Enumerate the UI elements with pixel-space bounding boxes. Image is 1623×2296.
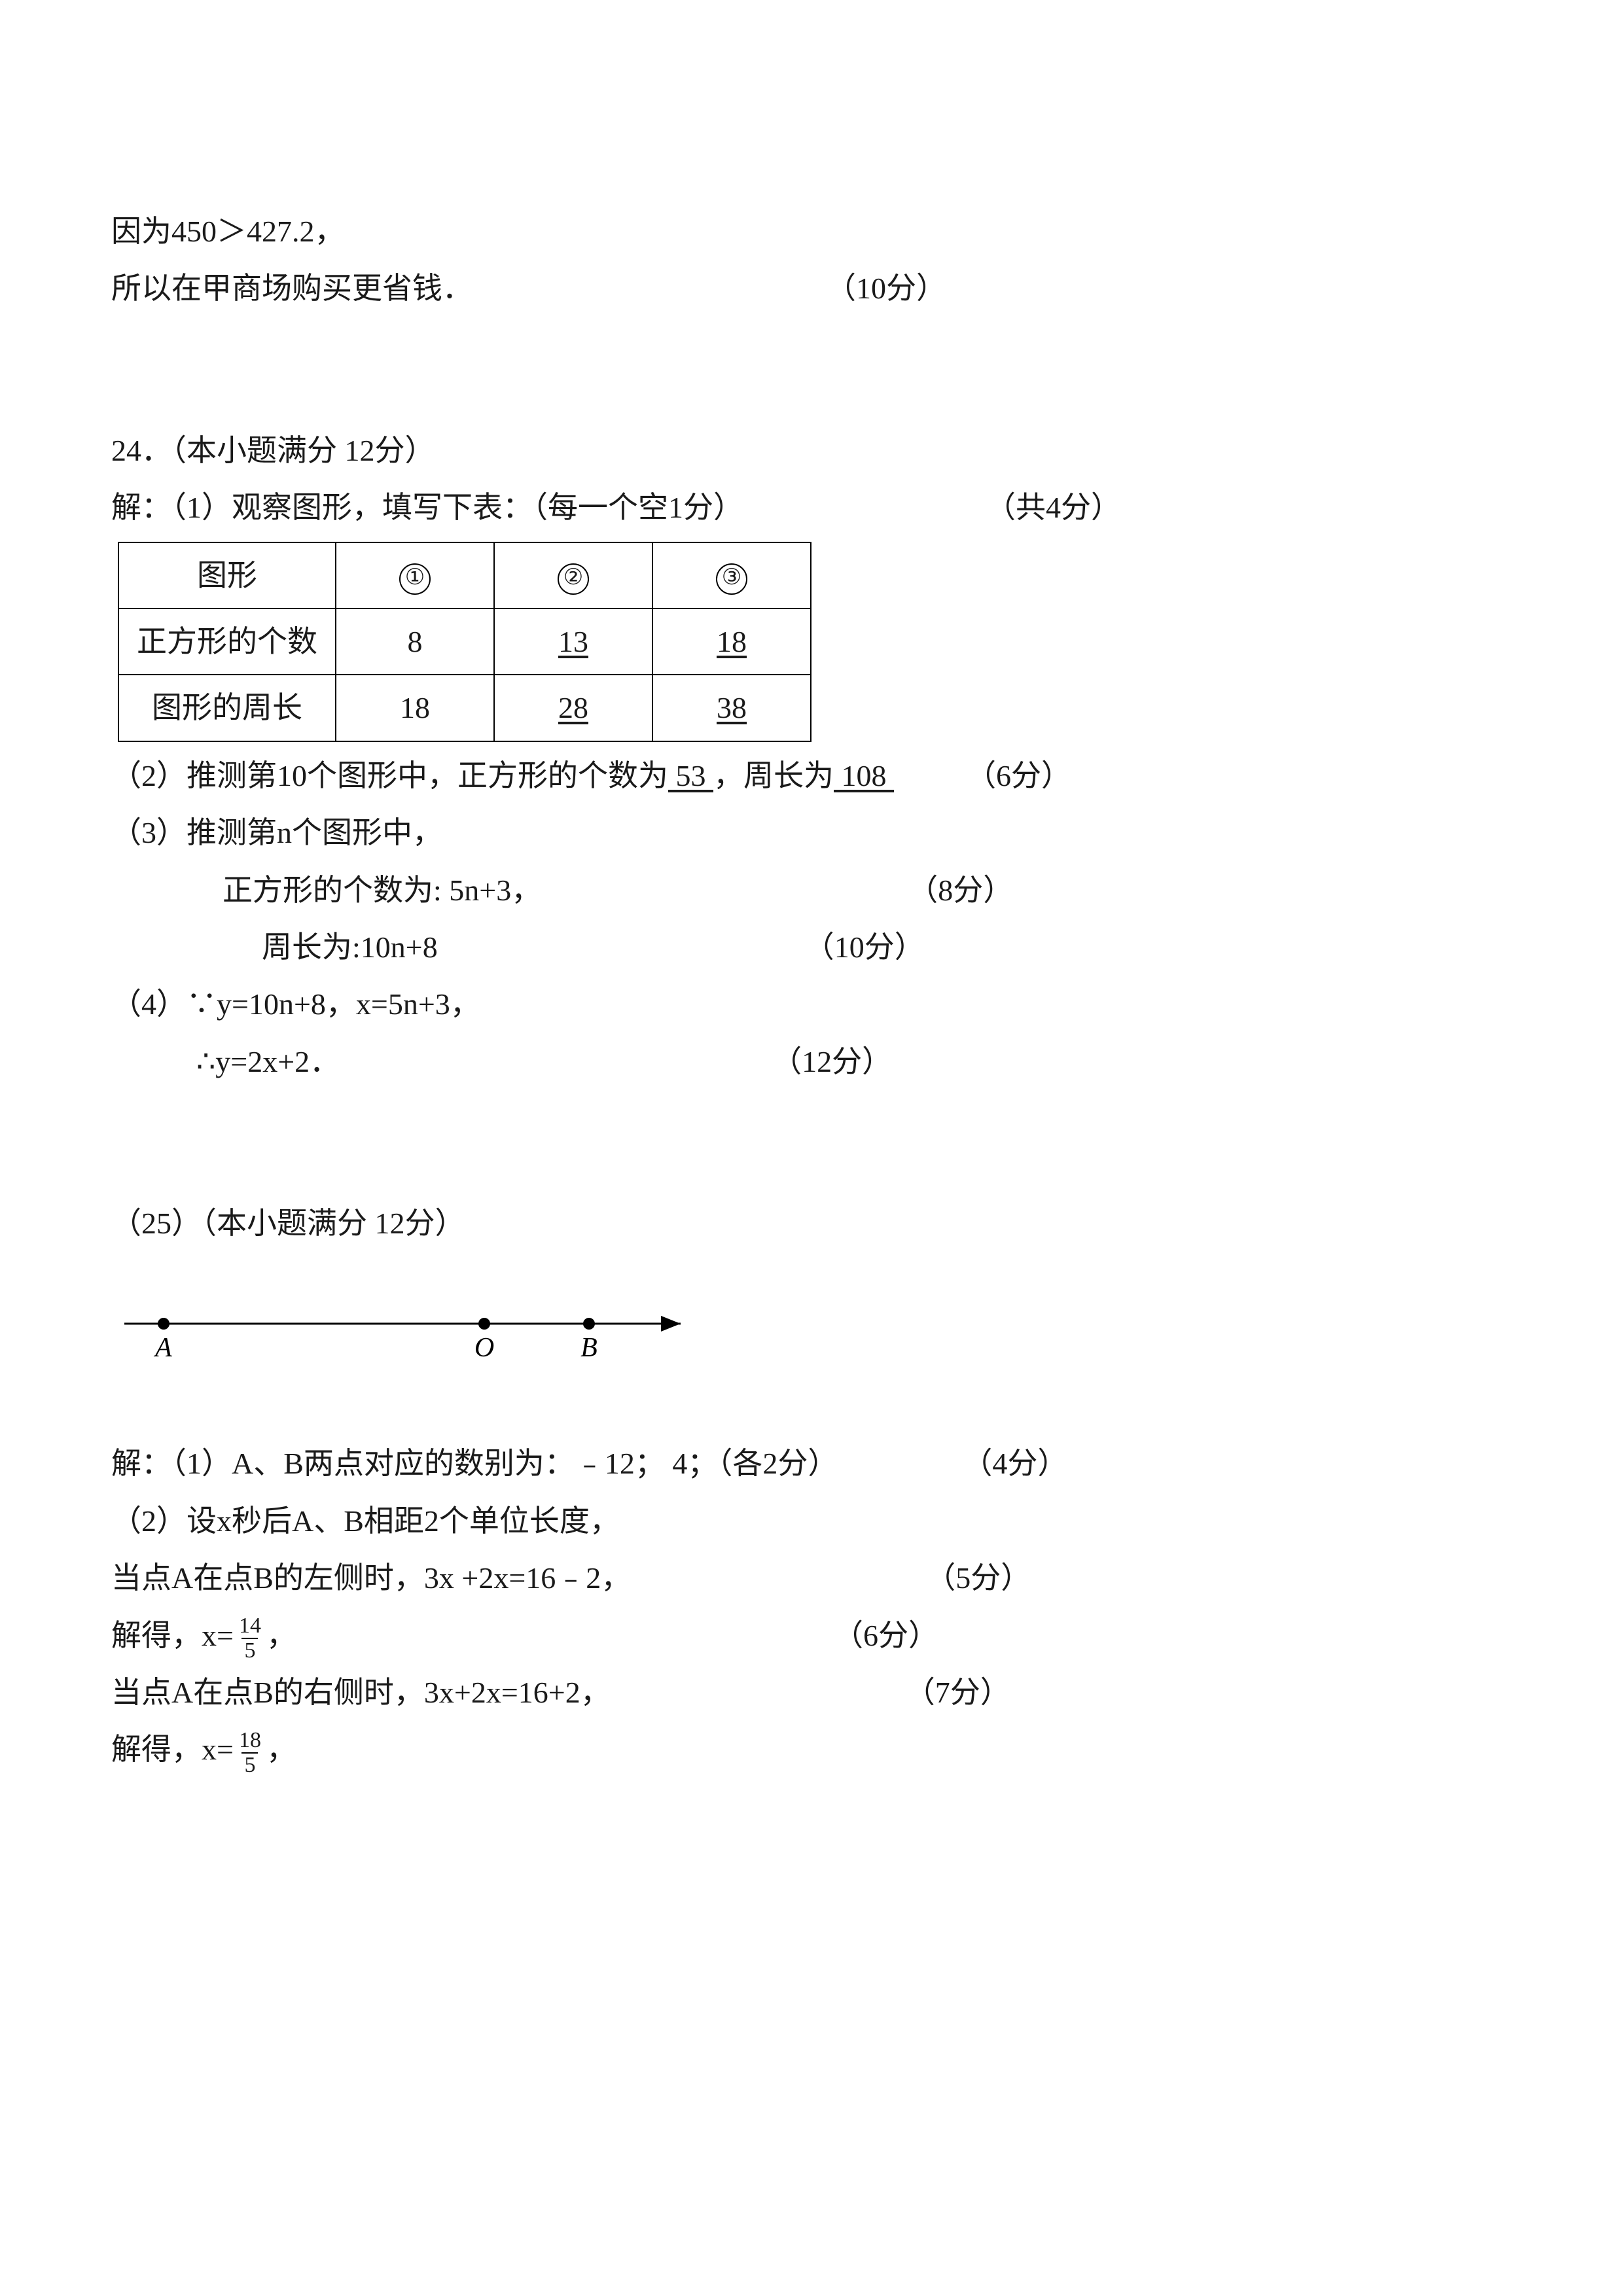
p25-s2-b: 当点A在点B的左侧时，3x +2x=16﹣2， （5分） [111,1549,1512,1606]
underlined-value: 13 [558,625,588,658]
p24-s1-intro: 解：（1）观察图形，填写下表：（每一个空1分） （共4分） [111,479,1512,536]
p25-s2-a: （2）设x秒后A、B相距2个单位长度， [111,1492,1512,1549]
p25-s2-d: 当点A在点B的右侧时，3x+2x=16+2， （7分） [111,1664,1512,1721]
p24-s1-intro-text: 解：（1）观察图形，填写下表：（每一个空1分） [111,491,743,524]
table-cell: 8 [336,609,494,675]
p24-s4-b-text: ∴y=2x+2． [111,1045,340,1078]
underlined-value: 28 [558,691,588,724]
p23-line2-score: （10分） [826,260,946,317]
p24-s3-b-score: （8分） [908,862,1013,919]
p24-s3-b: 正方形的个数为: 5n+3， （8分） [111,862,1512,919]
number-line-figure: A O B [118,1291,1512,1369]
table-cell: 图形 [118,542,336,609]
table-cell: 28 [494,675,652,741]
p25-s2-e-b: ， [266,1733,296,1766]
p25-s2-c-b: ， [266,1619,296,1652]
p24-s2-n: 53 [668,759,713,792]
p24-s4-b: ∴y=2x+2． （12分） [111,1033,1512,1090]
p24-s3-c: 周长为:10n+8 （10分） [111,919,1512,976]
p25-s2-e-a: 解得，x= [111,1733,234,1766]
p24-s2-b: ，周长为 [713,759,834,792]
p24-s4-a: （4）∵y=10n+8，x=5n+3， [111,976,1512,1033]
p25-s2-c-a: 解得，x= [111,1619,234,1652]
table-cell: ② [494,542,652,609]
p24-s3-c-score: （10分） [804,919,925,976]
number-line-svg: A O B [118,1291,707,1369]
table-cell: 18 [336,675,494,741]
numline-label-b: B [580,1333,597,1363]
p24-table: 图形 ① ② ③ 正方形的个数 8 13 18 图形的周长 18 28 38 [118,542,812,742]
fraction-num: 18 [236,1729,264,1752]
p23-line2: 所以在甲商场购买更省钱． （10分） [111,260,1512,317]
underlined-value: 18 [717,625,747,658]
numline-label-o: O [474,1333,494,1363]
p24-s2-a: （2）推测第10个图形中，正方形的个数为 [111,759,668,792]
p23-line1: 因为450＞427.2， [111,203,1512,260]
table-cell: 正方形的个数 [118,609,336,675]
p25-s2-d-score: （7分） [905,1664,1010,1721]
p25-s2-d-text: 当点A在点B的右侧时，3x+2x=16+2， [111,1676,611,1709]
p25-s1-score: （4分） [962,1435,1067,1492]
p25-s1: 解：（1）A、B两点对应的数别为：﹣12； 4；（各2分） （4分） [111,1435,1512,1492]
p25-s2-e: 解得，x=185， [111,1721,1512,1778]
p25-s2-c: 解得，x=145，（6分） [111,1607,1512,1664]
table-cell: 18 [652,609,811,675]
p24-s3-b-text: 正方形的个数为: 5n+3， [177,874,541,907]
fraction-den: 5 [241,1752,258,1777]
p25-header: （25）（本小题满分 12分） [111,1195,1512,1252]
table-cell: 13 [494,609,652,675]
circled-num: ① [399,563,431,595]
table-cell: ① [336,542,494,609]
p24-s3-a: （3）推测第n个图形中， [111,804,1512,861]
circled-num: ② [558,563,589,595]
numline-label-a: A [153,1333,172,1363]
p23-line2-text: 所以在甲商场购买更省钱． [111,272,473,305]
fraction: 185 [236,1729,264,1776]
table-cell: 图形的周长 [118,675,336,741]
table-cell: ③ [652,542,811,609]
fraction: 145 [236,1614,264,1662]
fraction-num: 14 [236,1614,264,1638]
p24-header: 24．（本小题满分 12分） [111,422,1512,479]
p25-s2-c-score: （6分） [833,1607,938,1664]
p24-s4-b-score: （12分） [772,1033,892,1090]
circled-num: ③ [716,563,747,595]
p24-s1-intro-score: （共4分） [986,479,1121,536]
fraction-den: 5 [241,1638,258,1663]
table-cell: 38 [652,675,811,741]
p25-s1-text: 解：（1）A、B两点对应的数别为：﹣12； 4；（各2分） [111,1447,838,1480]
p24-s2-score: （6分） [966,747,1071,804]
p24-s2-p: 108 [834,759,894,792]
underlined-value: 38 [717,691,747,724]
p24-s3-c-text: 周长为:10n+8 [177,930,438,964]
p25-s2-b-score: （5分） [925,1549,1031,1606]
p25-s2-b-text: 当点A在点B的左侧时，3x +2x=16﹣2， [111,1561,631,1595]
p24-s2: （2）推测第10个图形中，正方形的个数为 53 ，周长为 108 （6分） [111,747,1512,804]
